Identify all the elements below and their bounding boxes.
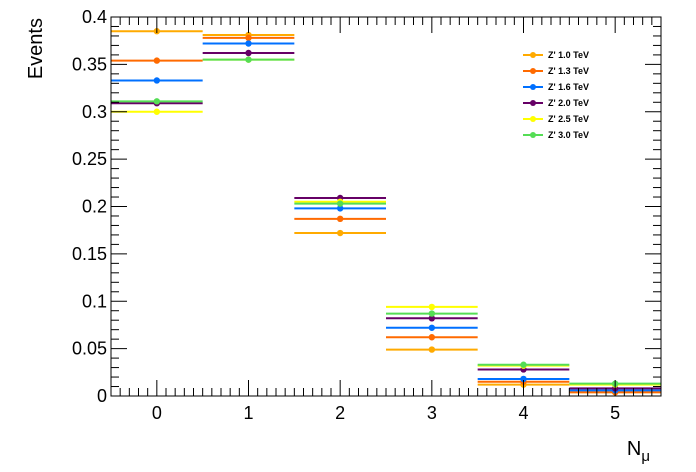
- legend-label-1: Z' 1.3 TeV: [548, 66, 589, 76]
- series-5-point-2: [336, 200, 344, 207]
- series-5-point-3: [428, 310, 436, 317]
- x-tick-label-4: 4: [518, 403, 528, 423]
- axis-tick-labels: 0 0.05 0.1 0.15 0.2 0.25 0.3 0.35 0.4 0 1 2 3 4 5: [72, 7, 620, 423]
- y-tick-label-0: 0: [97, 386, 107, 406]
- series-1-point-1: [245, 34, 252, 42]
- series-1-point-3: [428, 334, 436, 341]
- legend: Z' 1.0 TeV Z' 1.3 TeV Z' 1.6 TeV Z' 2.0 TeV…: [523, 50, 589, 140]
- series-2-point-4: [520, 375, 527, 383]
- legend-marker-3: [530, 100, 536, 106]
- series-5-point-1: [245, 56, 252, 63]
- legend-label-5: Z' 3.0 TeV: [548, 130, 589, 140]
- series-4-point-3: [428, 303, 436, 311]
- x-axis-title-subscript: μ: [641, 448, 650, 465]
- x-tick-label-3: 3: [427, 403, 437, 423]
- series-4-point-0: [153, 108, 161, 115]
- series-1-point-2: [336, 215, 344, 223]
- y-tick-label-6: 0.3: [82, 102, 107, 122]
- series-5-point-0: [153, 98, 161, 105]
- legend-marker-2: [530, 84, 536, 90]
- series-5-point-4: [520, 361, 527, 368]
- legend-label-4: Z' 2.5 TeV: [548, 114, 589, 124]
- y-tick-label-1: 0.05: [72, 339, 107, 359]
- y-tick-label-3: 0.15: [72, 244, 107, 264]
- x-axis-title-main: N: [627, 438, 641, 460]
- series-0-point-3: [428, 346, 436, 353]
- legend-marker-1: [530, 68, 536, 74]
- legend-marker-5: [530, 132, 536, 138]
- series-0-point-2: [336, 229, 344, 237]
- series-2: [111, 40, 661, 394]
- legend-label-0: Z' 1.0 TeV: [548, 50, 589, 60]
- legend-label-2: Z' 1.6 TeV: [548, 82, 589, 92]
- x-tick-label-0: 0: [152, 403, 162, 423]
- y-tick-label-7: 0.35: [72, 54, 107, 74]
- y-tick-label-4: 0.2: [82, 197, 107, 217]
- legend-marker-4: [530, 116, 536, 122]
- y-tick-label-5: 0.25: [72, 149, 107, 169]
- series-2-point-0: [153, 77, 161, 84]
- y-tick-label-8: 0.4: [82, 7, 107, 27]
- series-3-point-3: [428, 315, 436, 322]
- y-axis-title: Events: [25, 18, 47, 79]
- series-2-point-1: [245, 40, 252, 47]
- series-5: [111, 56, 661, 387]
- x-tick-label-2: 2: [335, 403, 345, 423]
- axis-ticks: [110, 16, 662, 397]
- x-tick-label-1: 1: [243, 403, 253, 423]
- x-axis-title: Nμ: [627, 438, 650, 465]
- legend-marker-0: [530, 52, 536, 58]
- series-3-point-1: [245, 49, 252, 57]
- series-2-point-3: [428, 324, 436, 331]
- series-1-point-0: [153, 57, 161, 64]
- plot-marks: [111, 28, 661, 396]
- y-tick-label-2: 0.1: [82, 291, 107, 311]
- legend-label-3: Z' 2.0 TeV: [548, 98, 589, 108]
- series-2-point-2: [336, 205, 344, 212]
- x-tick-label-5: 5: [610, 403, 620, 423]
